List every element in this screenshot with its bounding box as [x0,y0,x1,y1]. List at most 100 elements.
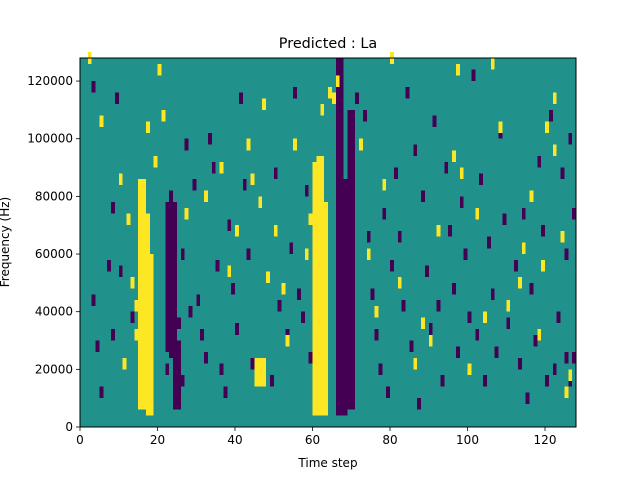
heatmap-cell-low [432,115,437,128]
heatmap-cell-high [452,150,456,162]
heatmap-cell-low [269,375,274,387]
heatmap-cell-low [405,86,410,99]
heatmap-cell-high [258,196,263,208]
heatmap-cell-low [455,346,460,358]
heatmap-cell-high [134,300,139,312]
heatmap-cell-low [289,242,294,255]
heatmap-cell-low [184,138,189,151]
heatmap-cell-low [362,109,367,122]
heatmap-cell-low [436,300,441,312]
heatmap-high-region [324,202,329,416]
heatmap-cell-low [498,127,503,139]
heatmap-cell-high [122,357,127,370]
heatmap-cell-low [374,328,379,341]
heatmap-cell-high [564,386,569,399]
heatmap-cell-high [421,317,425,329]
heatmap-cell-high [308,213,313,226]
heatmap-cell-low [568,132,573,145]
heatmap-cell-low [335,213,340,226]
heatmap-cell-low [277,300,282,312]
heatmap-cell-low [533,334,538,347]
heatmap-cell-low [231,282,236,295]
heatmap-cell-low [529,282,534,295]
heatmap-cell-high [335,75,340,87]
heatmap-cell-low [165,363,170,376]
heatmap-cell-high [285,334,290,347]
heatmap-cell-low [393,167,398,180]
heatmap-cell-low [428,323,433,335]
heatmap-high-region [312,161,317,416]
heatmap-cell-low [339,196,344,208]
heatmap-cell-low [490,288,495,301]
heatmap-cell-low [525,392,530,404]
heatmap-cell-low [552,363,557,376]
heatmap-low-region [335,58,344,208]
heatmap-high-region [138,179,146,410]
heatmap-cell-low [424,265,429,278]
heatmap-cell-low [169,346,174,358]
heatmap-cell-low [564,248,569,260]
heatmap-cell-high [204,190,208,203]
heatmap-cell-low [169,190,174,203]
heatmap-cell-low [502,213,507,226]
x-tick-label: 0 [76,433,84,447]
heatmap-cell-low [517,357,522,370]
heatmap-cell-low [95,340,100,353]
heatmap-cell-low [300,311,305,324]
heatmap-cell-low [211,161,216,174]
heatmap-cell-low [506,317,511,329]
heatmap-cell-low [494,346,499,358]
heatmap-cell-low [401,300,406,312]
heatmap-cell-high [552,144,557,157]
heatmap-cell-low [514,259,518,272]
heatmap-cell-high [161,109,166,122]
heatmap-cell-low [114,92,119,105]
heatmap-cell-low [463,248,468,260]
heatmap-cell-low [242,179,247,191]
heatmap-cell-low [207,132,212,145]
x-tick-label: 60 [305,433,320,447]
heatmap-cell-low [304,184,309,197]
heatmap-high-region [149,254,154,416]
heatmap-cell-low [176,317,181,329]
heatmap-cell-low [397,230,402,243]
heatmap-cell-high [246,138,251,151]
heatmap-cell-high [126,213,131,226]
heatmap-cell-low [370,288,375,301]
heatmap-cell-low [382,207,387,220]
y-tick-label: 20000 [35,362,73,376]
heatmap-cell-low [366,230,371,243]
heatmap-cell-low [545,375,549,387]
heatmap-cell-low [99,386,104,399]
heatmap-cell-low [111,202,115,214]
heatmap-cell-high [483,311,487,324]
heatmap-cell-high [475,207,480,220]
heatmap-cell-low [421,190,425,203]
heatmap-cell-high [266,271,270,283]
heatmap-cell-high [506,300,511,312]
heatmap-cell-low [215,259,220,272]
y-tick-label: 0 [65,420,73,434]
heatmap-cell-low [521,207,526,220]
heatmap-low-region [173,340,181,410]
heatmap-cell-low [475,328,480,341]
heatmap-cell-low [227,219,232,231]
heatmap-cell-low [204,352,208,364]
x-tick-label: 120 [534,433,557,447]
heatmap-cell-low [541,225,546,237]
heatmap-cell-high [552,92,557,105]
heatmap-cell-low [91,81,96,93]
heatmap-high-region [254,357,267,387]
heatmap-cell-low [200,328,205,341]
heatmap-cell-low [386,386,391,399]
axes-frame [79,57,577,428]
heatmap-cell-low [548,109,553,122]
heatmap-cell-high [219,161,224,174]
heatmap-cell-high [545,121,549,133]
heatmap-cell-low [219,363,224,376]
heatmap-cell-low [165,225,170,237]
heatmap-cell-low [246,248,251,260]
heatmap-cell-high [436,225,441,237]
heatmap-cell-high [366,248,371,260]
heatmap-cell-low [188,305,193,318]
